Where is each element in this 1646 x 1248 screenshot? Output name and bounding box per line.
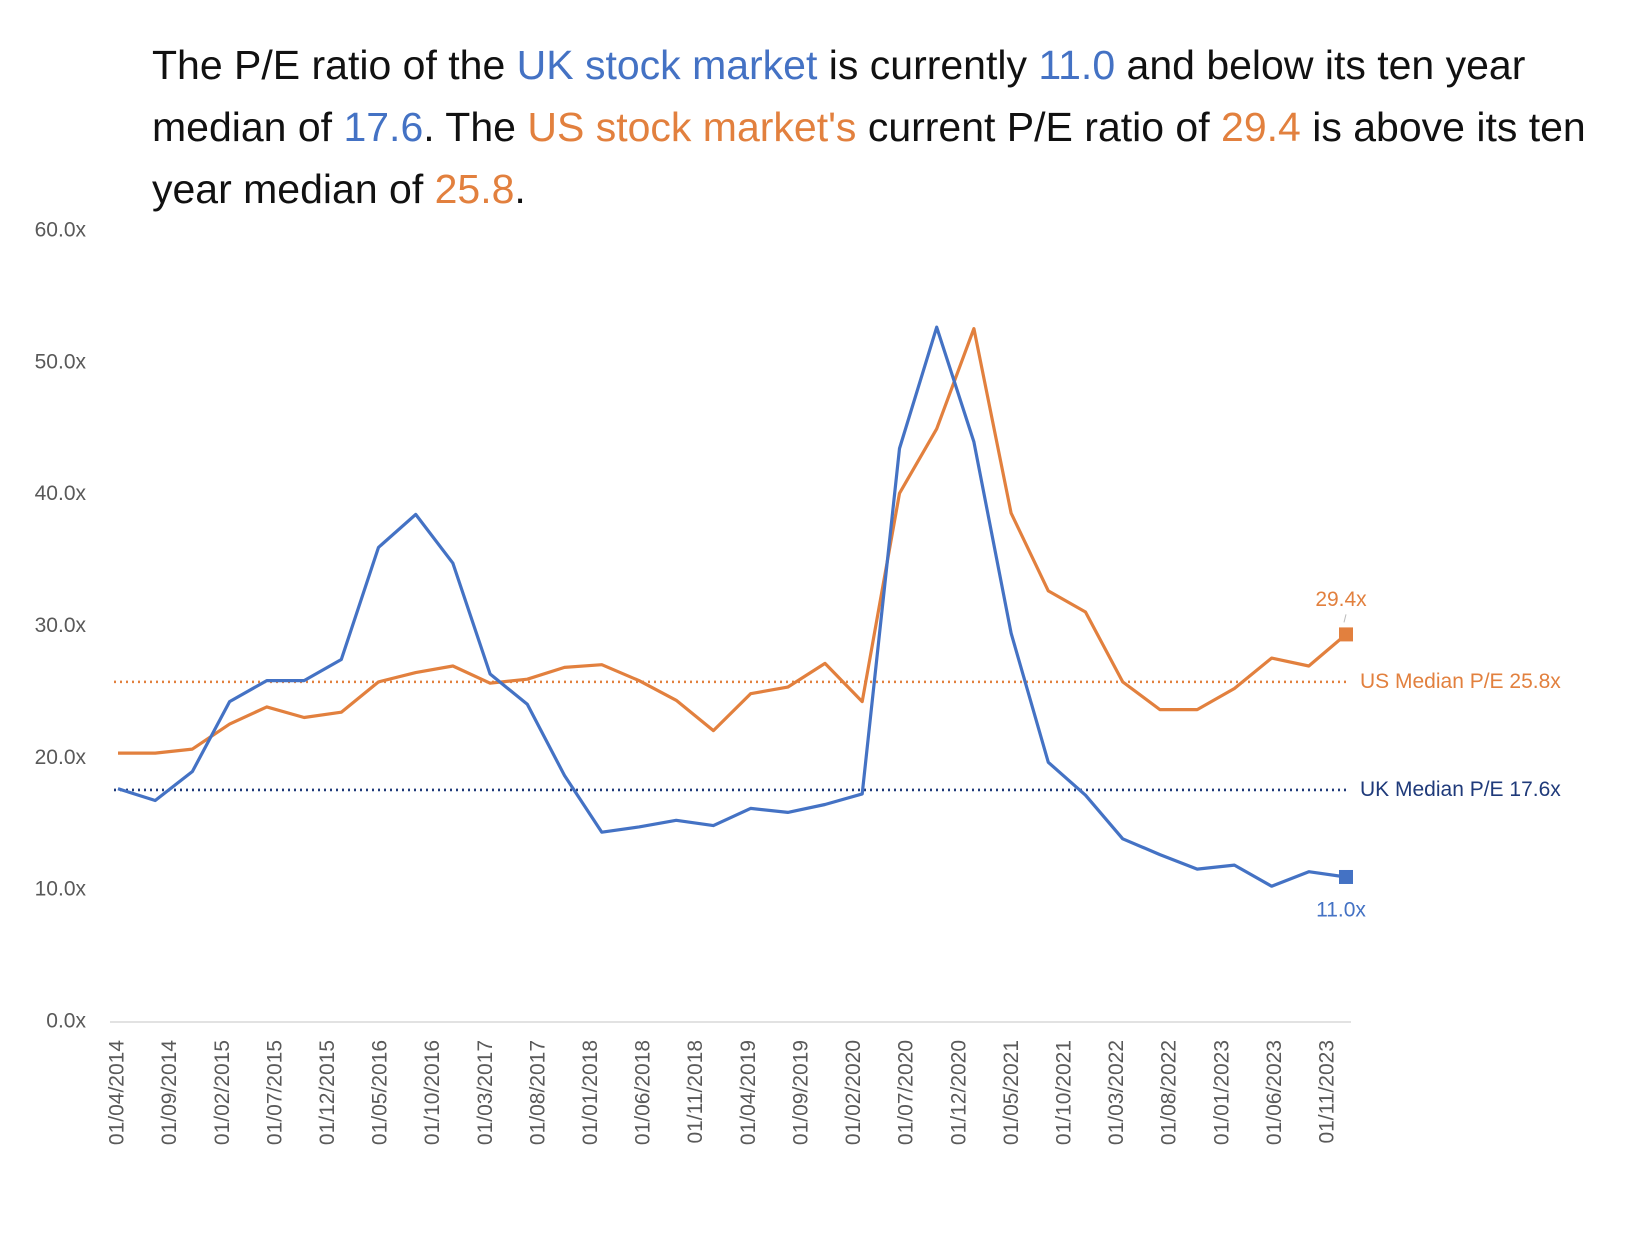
chart-title: The P/E ratio of the UK stock market is … bbox=[152, 34, 1622, 220]
end-label: 29.4x bbox=[1315, 588, 1367, 611]
median-name: UK Median P/E bbox=[1360, 778, 1504, 801]
y-tick-label: 20.0x bbox=[35, 746, 87, 769]
end-marker bbox=[1339, 627, 1353, 642]
title-segment: US stock market's bbox=[527, 104, 857, 150]
label-leader bbox=[1343, 614, 1347, 623]
median-label: UK Median P/E 17.6x bbox=[1360, 778, 1561, 801]
x-tick-label: 01/02/2015 bbox=[211, 1040, 234, 1145]
x-tick-label: 01/12/2015 bbox=[316, 1040, 339, 1145]
x-tick-label: 01/08/2022 bbox=[1158, 1040, 1181, 1145]
median-label: US Median P/E 25.8x bbox=[1360, 669, 1561, 692]
y-tick-label: 40.0x bbox=[35, 482, 87, 505]
y-tick-label: 0.0x bbox=[46, 1010, 86, 1033]
x-tick-label: 01/09/2019 bbox=[789, 1040, 812, 1145]
y-tick-label: 30.0x bbox=[35, 614, 87, 637]
title-segment: is above its ten year median of bbox=[152, 104, 1598, 212]
y-tick-label: 10.0x bbox=[35, 878, 87, 901]
median-name: US Median P/E bbox=[1360, 669, 1504, 692]
x-tick-label: 01/12/2020 bbox=[947, 1040, 970, 1145]
x-tick-label: 01/06/2023 bbox=[1263, 1040, 1286, 1145]
title-segment: 29.4 bbox=[1221, 104, 1301, 150]
series-line bbox=[117, 325, 1347, 888]
y-tick-label: 60.0x bbox=[35, 219, 87, 242]
title-segment: The P/E ratio of the bbox=[152, 42, 517, 88]
title-segment: . bbox=[514, 166, 526, 212]
title-segment: UK stock market bbox=[516, 42, 818, 88]
x-tick-label: 01/03/2017 bbox=[474, 1040, 497, 1145]
x-tick-label: 01/11/2023 bbox=[1316, 1040, 1339, 1144]
end-marker bbox=[1339, 869, 1353, 884]
x-tick-label: 01/01/2023 bbox=[1210, 1040, 1233, 1145]
title-segment: . The bbox=[423, 104, 528, 150]
y-tick-label: 50.0x bbox=[35, 350, 87, 373]
x-tick-label: 01/04/2019 bbox=[737, 1040, 760, 1145]
x-tick-label: 01/07/2015 bbox=[263, 1040, 286, 1145]
x-tick-label: 01/04/2014 bbox=[106, 1040, 129, 1145]
x-tick-label: 01/05/2021 bbox=[1000, 1040, 1023, 1145]
x-tick-label: 01/10/2016 bbox=[421, 1040, 444, 1145]
x-tick-label: 01/10/2021 bbox=[1053, 1040, 1076, 1145]
title-segment: 17.6 bbox=[343, 104, 424, 150]
title-segment: and below its ten year median of bbox=[152, 42, 1537, 150]
title-segment: current P/E ratio of bbox=[856, 104, 1222, 150]
x-tick-label: 01/03/2022 bbox=[1105, 1040, 1128, 1145]
x-tick-label: 01/01/2018 bbox=[579, 1040, 602, 1145]
title-segment: 25.8 bbox=[434, 166, 515, 212]
title-segment: 11.0 bbox=[1038, 42, 1116, 88]
x-tick-label: 01/08/2017 bbox=[526, 1040, 549, 1145]
x-tick-label: 01/09/2014 bbox=[158, 1040, 181, 1145]
series-line bbox=[118, 327, 1348, 755]
x-tick-label: 01/06/2018 bbox=[632, 1040, 655, 1145]
median-value-label: 17.6x bbox=[1509, 778, 1561, 801]
end-label: 11.0x bbox=[1316, 899, 1366, 922]
x-tick-label: 01/05/2016 bbox=[369, 1040, 392, 1145]
x-tick-label: 01/07/2020 bbox=[895, 1040, 918, 1145]
title-segment: is currently bbox=[817, 42, 1039, 88]
x-tick-label: 01/11/2018 bbox=[684, 1040, 707, 1144]
median-value-label: 25.8x bbox=[1509, 669, 1561, 692]
x-tick-label: 01/02/2020 bbox=[842, 1040, 865, 1145]
